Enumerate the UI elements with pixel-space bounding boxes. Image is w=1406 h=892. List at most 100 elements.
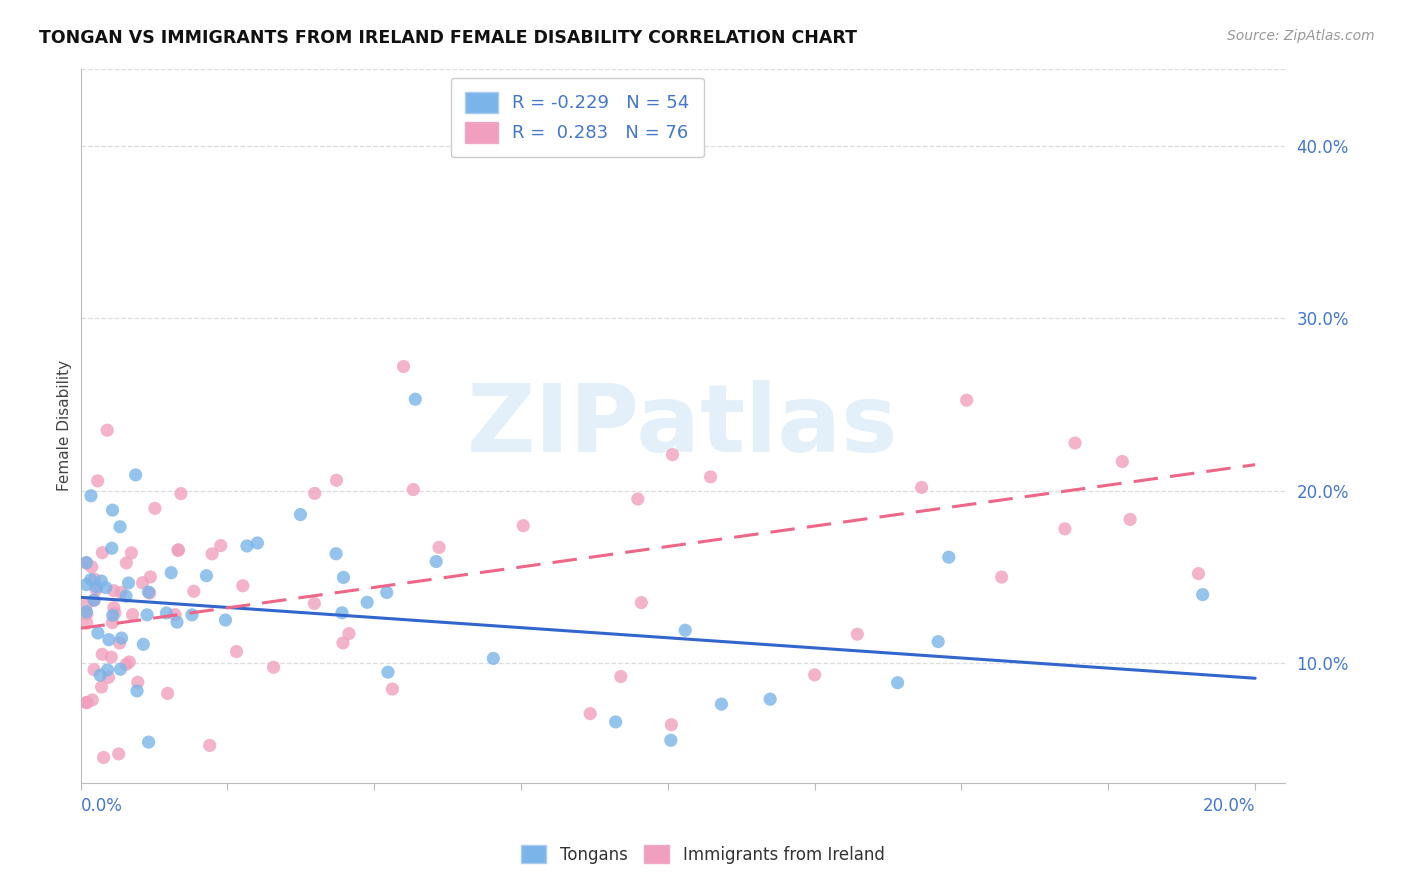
Point [1053, 522, 1076, 536]
Point [673, 624, 696, 638]
Point [100, 650, 122, 665]
Point [482, 651, 505, 665]
Point [108, 520, 131, 534]
Point [103, 600, 125, 615]
Point [80, 573, 103, 587]
Point [167, 543, 190, 558]
Point [127, 675, 149, 690]
Point [103, 583, 125, 598]
Point [402, 483, 425, 497]
Point [630, 596, 652, 610]
Point [83, 593, 105, 607]
Legend: R = -0.229   N = 54, R =  0.283   N = 76: R = -0.229 N = 54, R = 0.283 N = 76 [451, 78, 704, 157]
Point [195, 568, 218, 582]
Point [209, 539, 232, 553]
Point [325, 473, 347, 487]
Point [101, 608, 124, 623]
Point [86, 474, 108, 488]
Point [75, 578, 97, 592]
Point [101, 541, 124, 556]
Point [125, 684, 148, 698]
Point [886, 675, 908, 690]
Point [325, 547, 347, 561]
Point [846, 627, 869, 641]
Point [80, 489, 103, 503]
Point [110, 631, 132, 645]
Point [155, 606, 177, 620]
Point [83, 572, 105, 586]
Point [90, 680, 112, 694]
Point [139, 570, 162, 584]
Point [1111, 454, 1133, 468]
Point [86, 580, 108, 594]
Point [246, 536, 269, 550]
Point [115, 556, 138, 570]
Point [214, 613, 236, 627]
Point [75, 605, 97, 619]
Point [156, 686, 179, 700]
Point [1064, 436, 1087, 450]
Point [87, 626, 110, 640]
Point [104, 606, 127, 620]
Point [121, 607, 143, 622]
Point [201, 547, 224, 561]
Point [115, 657, 138, 672]
Point [605, 714, 627, 729]
Point [165, 607, 187, 622]
Point [304, 596, 326, 610]
Point [83, 663, 105, 677]
Point [97, 632, 120, 647]
Point [956, 393, 979, 408]
Text: 20.0%: 20.0% [1202, 797, 1256, 815]
Point [225, 644, 247, 658]
Point [76, 607, 98, 621]
Point [131, 575, 153, 590]
Point [337, 626, 360, 640]
Point [90, 574, 112, 588]
Point [232, 579, 254, 593]
Point [84, 582, 107, 597]
Point [75, 556, 97, 570]
Point [138, 585, 160, 599]
Point [120, 546, 142, 560]
Point [96, 423, 118, 437]
Point [82, 693, 104, 707]
Point [927, 634, 949, 648]
Point [181, 607, 204, 622]
Point [97, 670, 120, 684]
Point [110, 662, 132, 676]
Point [910, 480, 932, 494]
Point [101, 503, 124, 517]
Point [512, 518, 534, 533]
Point [356, 595, 378, 609]
Point [91, 648, 114, 662]
Point [610, 669, 633, 683]
Legend: Tongans, Immigrants from Ireland: Tongans, Immigrants from Ireland [515, 838, 891, 871]
Point [710, 697, 733, 711]
Point [1187, 566, 1209, 581]
Point [759, 692, 782, 706]
Point [938, 550, 960, 565]
Point [76, 696, 98, 710]
Text: Source: ZipAtlas.com: Source: ZipAtlas.com [1227, 29, 1375, 43]
Y-axis label: Female Disability: Female Disability [58, 360, 72, 491]
Point [332, 636, 354, 650]
Point [1191, 588, 1213, 602]
Point [107, 747, 129, 761]
Point [96, 663, 118, 677]
Point [101, 615, 124, 630]
Point [118, 655, 141, 669]
Point [124, 467, 146, 482]
Point [75, 598, 97, 612]
Text: ZIPatlas: ZIPatlas [467, 380, 898, 472]
Point [579, 706, 602, 721]
Point [990, 570, 1012, 584]
Point [143, 501, 166, 516]
Point [138, 586, 160, 600]
Point [661, 448, 683, 462]
Point [236, 539, 259, 553]
Point [404, 392, 426, 407]
Point [166, 615, 188, 630]
Point [167, 542, 190, 557]
Point [108, 636, 131, 650]
